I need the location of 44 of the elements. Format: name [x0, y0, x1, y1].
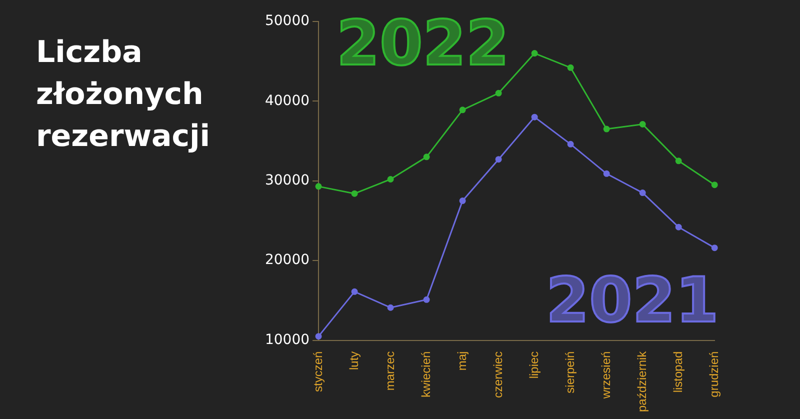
- point: [567, 140, 574, 148]
- point: [423, 296, 430, 303]
- point: [387, 304, 394, 311]
- point: [495, 90, 502, 96]
- x-tick-label: lipiec: [526, 351, 541, 379]
- x-tick-label: grudzień: [706, 351, 721, 398]
- point: [387, 176, 394, 183]
- point: [423, 154, 430, 160]
- point: [315, 183, 322, 190]
- x-tick-label: wrzesień: [598, 351, 613, 400]
- point: [459, 198, 466, 204]
- point: [639, 120, 646, 128]
- x-tick-label: kwiecień: [418, 351, 433, 398]
- point: [711, 244, 718, 252]
- point: [675, 224, 682, 230]
- point: [351, 190, 358, 197]
- y-tick-label: 30000: [264, 172, 310, 188]
- x-tick-label: luty: [346, 351, 361, 370]
- point: [459, 106, 466, 114]
- point: [567, 64, 574, 71]
- point: [675, 158, 682, 164]
- x-tick-label: listopad: [670, 351, 685, 393]
- text: Liczba złożonych rezerwacji: [36, 34, 212, 156]
- x-tick-label: czerwiec: [490, 351, 505, 398]
- point: [351, 288, 358, 295]
- point: [711, 182, 718, 188]
- y-tick-label: 50000: [264, 13, 310, 30]
- x-tick-label: maj: [454, 351, 469, 371]
- point: [315, 333, 322, 340]
- y-tick-label: 20000: [264, 252, 310, 268]
- point: [603, 126, 610, 132]
- point: [639, 190, 646, 196]
- x-tick-label: sierpeiń: [562, 351, 577, 394]
- y-tick-label: 40000: [264, 92, 310, 109]
- x-tick-label: październik: [634, 350, 649, 412]
- point: [531, 50, 538, 57]
- x-tick-label: marzec: [382, 351, 397, 391]
- y-tick-label: 10000: [264, 332, 310, 348]
- series-label: 2021: [546, 263, 719, 336]
- x-tick-label: styczeń: [310, 351, 325, 392]
- series-label: 2022: [336, 6, 510, 80]
- point: [495, 156, 502, 163]
- point: [531, 114, 538, 120]
- point: [603, 170, 610, 177]
